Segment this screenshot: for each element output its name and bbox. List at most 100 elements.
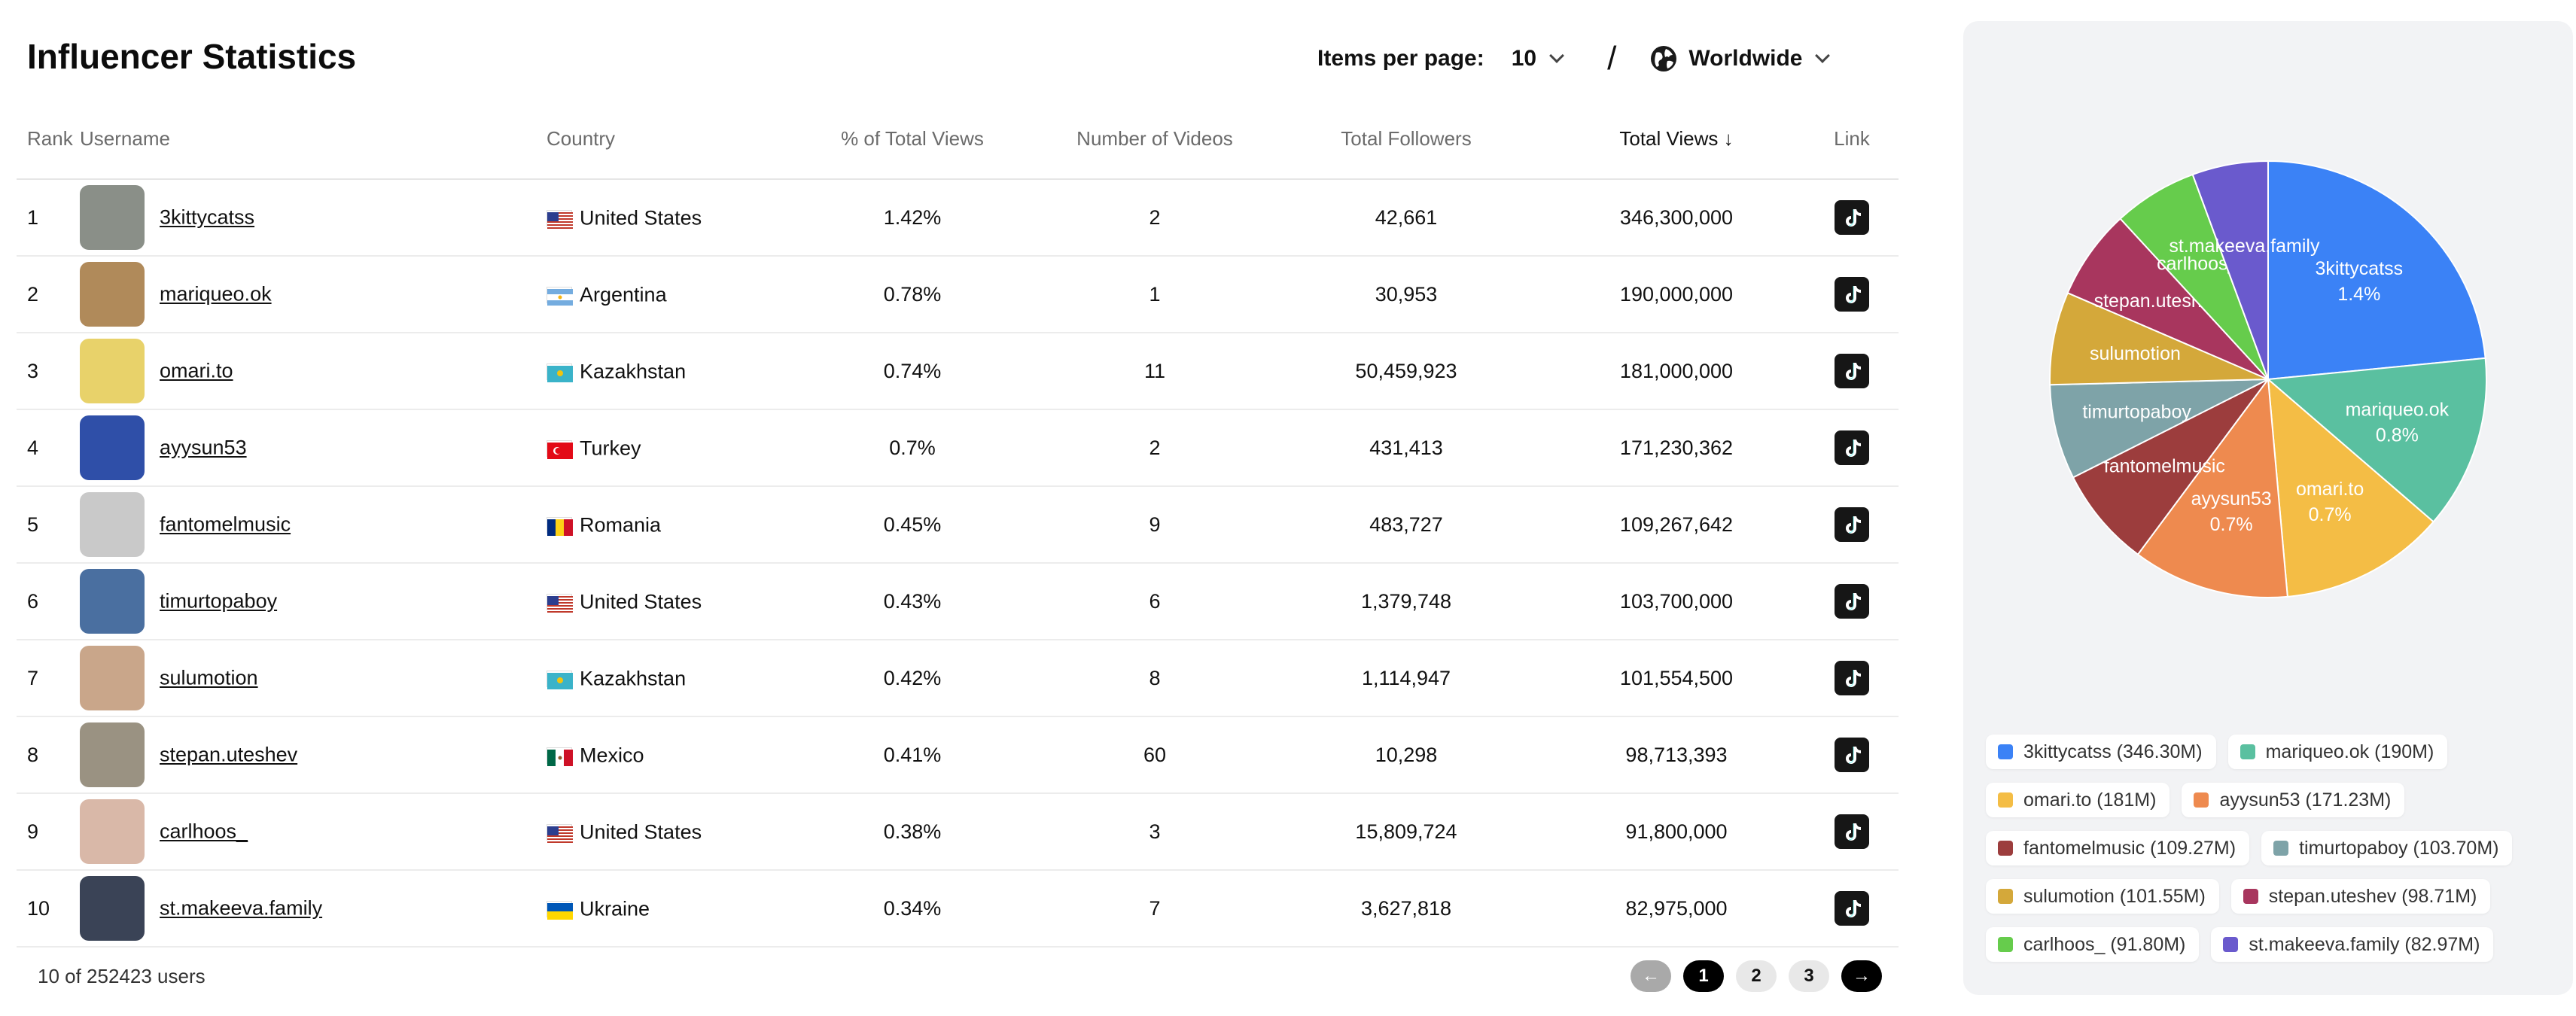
chevron-down-icon[interactable] (1549, 48, 1565, 63)
pie-slice-stepan-uteshev[interactable] (2066, 217, 2269, 380)
pie-slice-omari-to[interactable] (2267, 377, 2435, 598)
pie-slice-mariqueo-ok[interactable] (2266, 357, 2487, 523)
page-button-3[interactable]: 3 (1789, 960, 1829, 992)
username-cell: carlhoos_ (80, 793, 547, 871)
slice-name-label: st.makeeva.family (2169, 236, 2320, 257)
items-per-page-select[interactable]: 10 (1511, 46, 1537, 71)
region-select[interactable]: Worldwide (1688, 46, 1803, 71)
link-cell (1805, 563, 1899, 640)
followers-cell: 50,459,923 (1265, 333, 1548, 410)
country-cell: Argentina (547, 256, 780, 333)
country-name: United States (580, 820, 702, 844)
tiktok-icon[interactable] (1835, 277, 1869, 312)
tiktok-icon[interactable] (1835, 354, 1869, 388)
next-page-button[interactable]: → (1841, 960, 1882, 992)
legend-item[interactable]: 3kittycatss (346.30M) (1986, 735, 2216, 769)
country-name: Kazakhstan (580, 667, 687, 690)
column-pct-views[interactable]: % of Total Views (780, 99, 1045, 180)
country-name: Kazakhstan (580, 360, 687, 383)
column-total-views[interactable]: Total Views ↓ (1548, 99, 1805, 180)
country-cell: Turkey (547, 409, 780, 487)
separator: / (1607, 40, 1617, 77)
followers-cell: 3,627,818 (1265, 870, 1548, 948)
country-cell: United States (547, 793, 780, 871)
pie-slice-3kittycatss[interactable] (2267, 160, 2486, 381)
column-followers[interactable]: Total Followers (1265, 99, 1548, 180)
country-name: Ukraine (580, 897, 650, 920)
tiktok-icon[interactable] (1835, 584, 1869, 619)
username-link[interactable]: st.makeeva.family (160, 896, 323, 920)
legend-label: ayysun53 (171.23M) (2219, 789, 2392, 811)
column-total-views-label: Total Views (1619, 127, 1719, 150)
link-cell (1805, 179, 1899, 257)
country-flag-icon (547, 900, 573, 920)
tiktok-icon[interactable] (1835, 661, 1869, 695)
table-row: 3 omari.to Kazakhstan 0.74% 11 50,459,923 181,… (17, 333, 1899, 410)
legend-label: timurtopaboy (103.70M) (2299, 837, 2499, 859)
username-cell: omari.to (80, 333, 547, 410)
username-link[interactable]: timurtopaboy (160, 589, 278, 613)
pie-slice-st-makeeva-family[interactable] (2191, 160, 2269, 380)
legend-item[interactable]: timurtopaboy (103.70M) (2261, 831, 2513, 865)
username-link[interactable]: omari.to (160, 359, 233, 382)
pie-slice-timurtopaboy[interactable] (2049, 379, 2269, 479)
column-num-videos[interactable]: Number of Videos (1045, 99, 1265, 180)
pie-slice-sulumotion[interactable] (2049, 291, 2269, 386)
legend-item[interactable]: sulumotion (101.55M) (1986, 879, 2219, 914)
followers-cell: 431,413 (1265, 409, 1548, 487)
page-button-1[interactable]: 1 (1683, 960, 1724, 992)
tiktok-icon[interactable] (1835, 200, 1869, 235)
tiktok-icon[interactable] (1835, 891, 1869, 926)
legend-item[interactable]: carlhoos_ (91.80M) (1986, 927, 2200, 962)
legend-swatch (1998, 937, 2013, 952)
legend-item[interactable]: st.makeeva.family (82.97M) (2211, 927, 2494, 962)
tiktok-icon[interactable] (1835, 430, 1869, 465)
followers-cell: 483,727 (1265, 486, 1548, 564)
tiktok-icon[interactable] (1835, 738, 1869, 772)
rank-cell: 5 (17, 486, 80, 564)
followers-cell: 15,809,724 (1265, 793, 1548, 871)
prev-page-button[interactable]: ← (1631, 960, 1671, 992)
views-cell: 346,300,000 (1548, 179, 1805, 257)
pie-slice-ayysun53[interactable] (2136, 377, 2288, 598)
views-cell: 109,267,642 (1548, 486, 1805, 564)
username-cell: ayysun53 (80, 409, 547, 487)
username-link[interactable]: 3kittycatss (160, 205, 255, 229)
username-link[interactable]: carlhoos_ (160, 820, 248, 843)
link-cell (1805, 716, 1899, 794)
rank-cell: 10 (17, 870, 80, 948)
username-cell: fantomelmusic (80, 486, 547, 564)
followers-cell: 30,953 (1265, 256, 1548, 333)
country-flag-icon (547, 593, 573, 613)
views-cell: 171,230,362 (1548, 409, 1805, 487)
tiktok-icon[interactable] (1835, 507, 1869, 542)
rank-cell: 8 (17, 716, 80, 794)
legend-item[interactable]: mariqueo.ok (190M) (2227, 735, 2448, 769)
tiktok-icon[interactable] (1835, 814, 1869, 849)
chevron-down-icon[interactable] (1815, 48, 1831, 63)
username-link[interactable]: stepan.uteshev (160, 743, 298, 766)
username-link[interactable]: sulumotion (160, 666, 258, 689)
country-name: United States (580, 206, 702, 230)
page-button-2[interactable]: 2 (1736, 960, 1777, 992)
username-link[interactable]: ayysun53 (160, 436, 247, 459)
table-row: 8 stepan.uteshev Mexico 0.41% 60 10,298 98,713… (17, 716, 1899, 794)
videos-cell: 60 (1045, 716, 1265, 794)
slice-percent-label: 1.4% (2337, 284, 2380, 305)
rank-cell: 3 (17, 333, 80, 410)
legend-item[interactable]: ayysun53 (171.23M) (2182, 783, 2405, 817)
username-link[interactable]: fantomelmusic (160, 513, 291, 536)
avatar (80, 876, 145, 941)
pie-slice-fantomelmusic[interactable] (2072, 379, 2269, 556)
username-link[interactable]: mariqueo.ok (160, 282, 272, 306)
legend-item[interactable]: fantomelmusic (109.27M) (1986, 831, 2250, 865)
legend-swatch (1998, 792, 2013, 808)
legend-item[interactable]: omari.to (181M) (1986, 783, 2170, 817)
legend-item[interactable]: stepan.uteshev (98.71M) (2230, 879, 2491, 914)
country-flag-icon (547, 363, 573, 382)
videos-cell: 8 (1045, 640, 1265, 717)
username-cell: timurtopaboy (80, 563, 547, 640)
influencer-table: Rank Username Country % of Total Views N… (17, 99, 1899, 948)
globe-icon[interactable] (1649, 44, 1678, 73)
country-cell: United States (547, 179, 780, 257)
